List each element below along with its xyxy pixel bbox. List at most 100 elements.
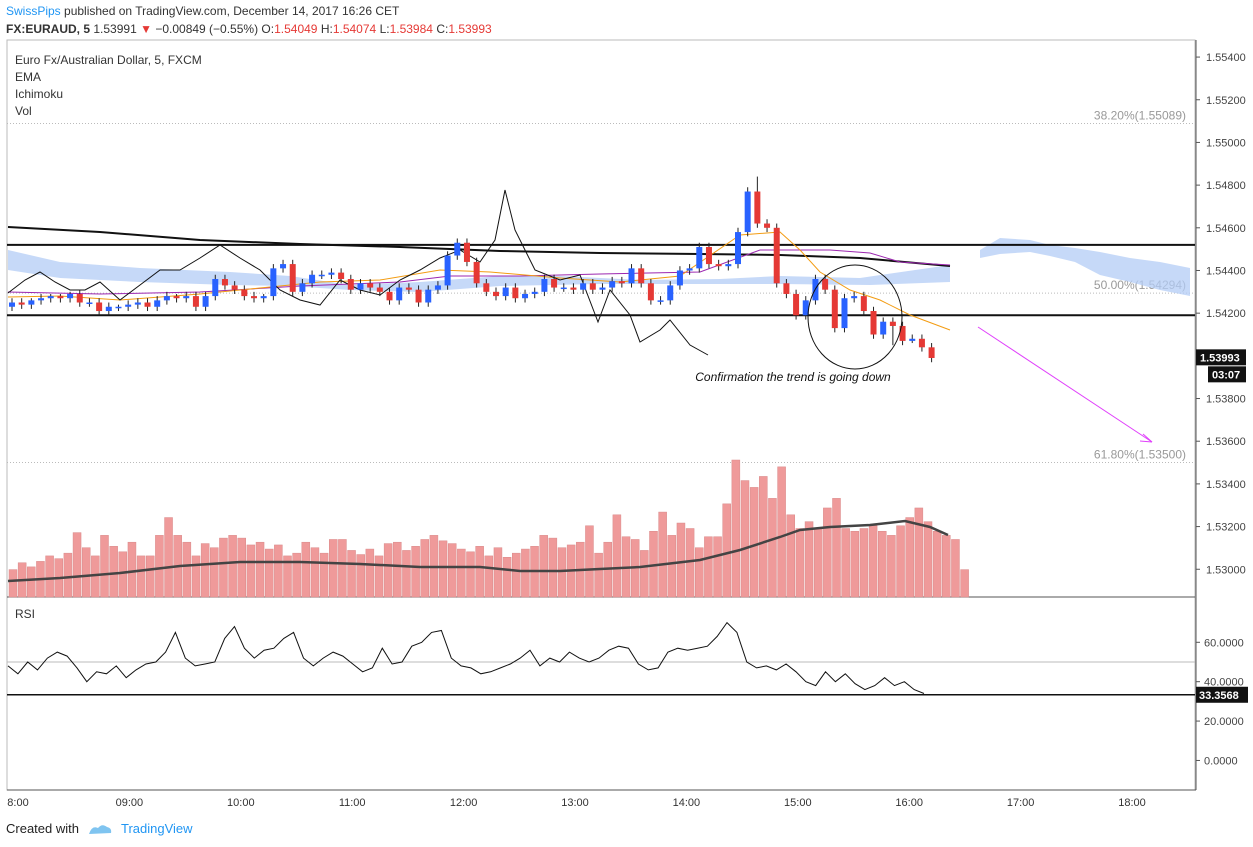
candle-body — [221, 279, 228, 286]
price-tick-label: 1.53200 — [1206, 522, 1246, 534]
volume-bar — [383, 543, 393, 598]
legend-ema[interactable]: EMA — [15, 70, 42, 84]
candle-body — [531, 291, 538, 294]
author-link[interactable]: SwissPips — [6, 4, 61, 18]
volume-bar — [841, 528, 850, 598]
candle-body — [192, 296, 199, 307]
volume-bar — [704, 536, 713, 598]
open-value: 1.54049 — [274, 22, 318, 36]
candle-body — [522, 293, 529, 299]
volume-bar — [676, 522, 686, 598]
volume-bar — [374, 555, 384, 598]
volume-bar — [493, 547, 503, 598]
candle-body — [918, 338, 925, 348]
candle-body — [425, 289, 432, 303]
rsi-last-box — [1196, 686, 1248, 703]
volume-bar — [210, 547, 219, 598]
volume-bar — [81, 547, 91, 598]
volume-bar — [512, 552, 521, 598]
volume-bar — [795, 528, 805, 598]
ema-line — [7, 231, 951, 331]
volume-bar — [100, 535, 109, 598]
price-tick-label: 1.54400 — [1206, 265, 1246, 277]
rsi-line — [7, 621, 925, 694]
volume-bar — [859, 528, 869, 598]
volume-bar — [447, 543, 457, 598]
candle-body — [396, 287, 403, 301]
volume-bar — [109, 546, 118, 598]
volume-bar — [813, 528, 823, 598]
volume-bar — [594, 552, 603, 598]
candle-body — [260, 296, 267, 299]
rsi-label[interactable]: RSI — [15, 607, 36, 621]
volume-bar — [457, 548, 466, 598]
volume-bar — [45, 555, 54, 598]
candle-body — [96, 302, 103, 312]
candle-body — [463, 242, 470, 262]
symbol-header: FX:EURAUD, 5 1.53991 ▼ −0.00849 (−0.55%)… — [6, 22, 492, 36]
symbol-name[interactable]: FX:EURAUD, 5 — [6, 22, 91, 36]
candle-body — [357, 283, 364, 290]
volume-bar — [283, 555, 292, 598]
legend-symbol[interactable]: Euro Fx/Australian Dollar, 5, FXCM — [15, 53, 202, 67]
volume-bar — [319, 552, 329, 598]
candle-body — [502, 287, 509, 297]
volume-bar — [200, 543, 210, 598]
candle-body — [473, 261, 480, 284]
candle-body — [376, 287, 383, 292]
legend-ichimoku[interactable]: Ichimoku — [15, 87, 64, 101]
volume-bar — [740, 480, 750, 598]
last-price-label: 1.53993 — [1200, 352, 1240, 364]
candle-body — [212, 279, 219, 297]
price-tick-label: 1.53600 — [1206, 436, 1246, 448]
candle-body — [76, 293, 83, 303]
candle-body — [115, 306, 122, 309]
volume-bar — [768, 498, 777, 598]
candle-body — [735, 232, 741, 265]
candle-body — [57, 296, 64, 299]
ichimoku-cloud-future — [980, 238, 1190, 296]
candle-body — [744, 191, 751, 233]
price-tick-label: 1.54800 — [1206, 180, 1246, 192]
tradingview-link[interactable]: TradingView — [120, 821, 193, 836]
volume-bar — [338, 539, 347, 598]
candle-body — [18, 302, 25, 305]
volume-bar — [246, 544, 256, 598]
candle-body — [647, 283, 654, 301]
candle-body — [483, 283, 490, 292]
moving-average-line — [7, 226, 951, 267]
volume-bar — [155, 535, 164, 598]
volume-bar — [749, 487, 759, 598]
candle-body — [86, 302, 93, 304]
volume-bar — [932, 530, 942, 598]
volume-bar — [72, 532, 82, 598]
legend-vol[interactable]: Vol — [15, 104, 32, 118]
time-tick-label: 16:00 — [895, 797, 923, 809]
volume-bar — [713, 536, 722, 598]
candle-body — [134, 302, 141, 305]
rsi-tick-label: 20.0000 — [1204, 716, 1244, 728]
candle-body — [338, 272, 345, 280]
volume-average-line — [7, 519, 949, 583]
candle-body — [599, 287, 606, 290]
candle-body — [367, 283, 374, 288]
projection-arrow — [977, 326, 1153, 443]
price-tick-label: 1.53000 — [1206, 564, 1246, 576]
candle-body — [328, 272, 335, 275]
volume-bar — [905, 517, 914, 598]
volume-bar — [548, 537, 558, 598]
price-tick-label: 1.53800 — [1206, 394, 1246, 406]
volume-bar — [685, 528, 695, 598]
volume-bar — [914, 507, 924, 598]
time-tick-label: 12:00 — [450, 797, 478, 809]
volume-bar — [502, 557, 512, 598]
candle-body — [270, 268, 277, 297]
volume-bar — [731, 459, 741, 598]
candle-body — [47, 296, 54, 299]
volume-bar — [164, 517, 173, 598]
candle-body — [860, 296, 867, 312]
last-price: 1.53991 — [93, 22, 137, 36]
volume-bar — [329, 539, 338, 598]
publish-info: published on TradingView.com, December 1… — [64, 4, 400, 18]
